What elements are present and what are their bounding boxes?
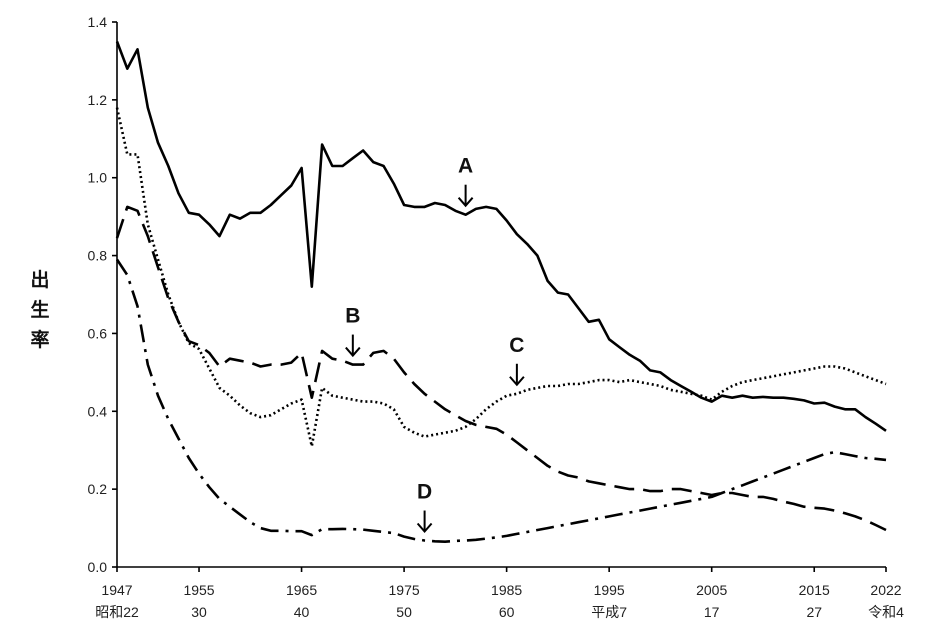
- annotation-arrow-head: [345, 346, 361, 358]
- y-tick-label: 0.8: [88, 248, 108, 264]
- annotation-arrow-head: [416, 522, 433, 534]
- y-axis-label-char: 生: [30, 298, 49, 321]
- series-line-dashed: [115, 205, 887, 532]
- series-line-solid: [115, 41, 887, 432]
- y-tick-label: 0.6: [88, 325, 108, 341]
- x-tick-era-label: 平成7: [591, 604, 627, 620]
- y-axis-label: 出生率出生率: [30, 268, 49, 351]
- y-tick-label: 1.2: [88, 92, 108, 108]
- annotation-a: A: [457, 155, 474, 208]
- y-axis-label-char: 率: [30, 328, 49, 351]
- x-tick-label: 1995: [594, 582, 625, 598]
- annotation-label: C: [509, 334, 524, 357]
- x-tick-era-label: 50: [396, 604, 412, 620]
- y-tick-label: 0.4: [88, 403, 108, 419]
- x-tick-era-label: 60: [499, 604, 515, 620]
- annotation-arrow-head: [509, 376, 525, 387]
- y-tick-label: 0.0: [88, 559, 108, 575]
- x-tick-label: 1975: [389, 582, 420, 598]
- y-axis-label-char: 出: [30, 268, 49, 291]
- annotation-label: B: [345, 305, 360, 328]
- x-tick-era-label: 30: [191, 604, 207, 620]
- x-tick-label: 1985: [491, 582, 522, 598]
- x-tick-era-label: 令和4: [868, 604, 904, 620]
- x-tick-era-label: 27: [806, 604, 822, 620]
- series-line-dash-dot: [115, 258, 887, 544]
- series-group: [115, 41, 887, 544]
- annotation-label: D: [417, 481, 432, 504]
- y-tick-label: 0.2: [88, 481, 108, 497]
- x-tick-label: 2022: [870, 582, 901, 598]
- y-tick-label: 1.4: [88, 14, 108, 30]
- annotation-arrow-head: [457, 197, 474, 208]
- x-tick-label: 1947: [101, 582, 132, 598]
- y-tick-group: 0.0 0.2 0.4 0.6 0.8 1.0 1.2 1.4: [88, 14, 117, 575]
- series-line-dotted: [115, 107, 887, 448]
- x-tick-era-label: 17: [704, 604, 720, 620]
- annotation-d: D: [416, 481, 433, 534]
- annotation-group: A B C D: [345, 155, 525, 534]
- annotation-b: B: [345, 305, 361, 358]
- x-tick-label: 2015: [799, 582, 830, 598]
- x-tick-group: 1947 昭和22 1955 30 1965 40 1975 50 1985 60 1995 平成7 2…: [95, 567, 904, 620]
- x-tick-label: 2005: [696, 582, 727, 598]
- axes: [116, 22, 886, 568]
- annotation-c: C: [509, 334, 525, 387]
- annotation-label: A: [458, 155, 473, 178]
- y-tick-label: 1.0: [88, 170, 108, 186]
- x-tick-label: 1955: [183, 582, 214, 598]
- x-tick-era-label: 昭和22: [95, 604, 139, 620]
- x-tick-era-label: 40: [294, 604, 310, 620]
- x-tick-label: 1965: [286, 582, 317, 598]
